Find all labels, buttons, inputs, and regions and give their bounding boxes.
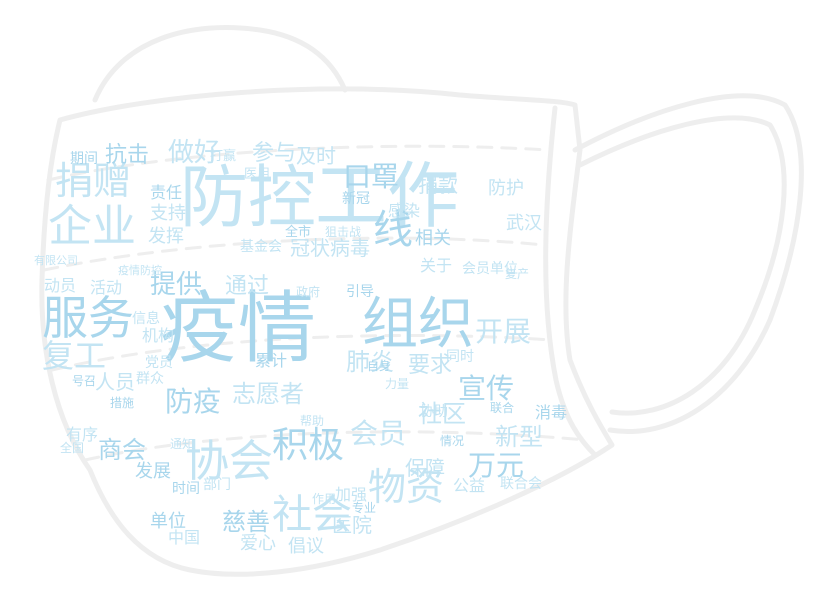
word: 宣传: [458, 372, 515, 405]
word: 作用: [312, 492, 337, 506]
word: 联合会: [500, 476, 542, 492]
word: 有序: [66, 425, 99, 444]
word: 复产: [505, 267, 530, 281]
word: 会员单位: [462, 261, 518, 277]
word: 复工: [42, 337, 107, 375]
word: 捐款: [418, 173, 458, 197]
word: 开展: [475, 315, 532, 348]
word: 帮助: [300, 414, 325, 428]
word: 防疫: [165, 385, 222, 418]
word: 肺炎: [346, 348, 394, 376]
word: 引导: [346, 284, 374, 300]
word: 政府: [296, 285, 321, 299]
word: 参与: [252, 141, 297, 166]
word: 打赢: [210, 149, 237, 164]
word: 狙击战: [325, 225, 362, 239]
word: 协助: [420, 404, 448, 420]
word: 信息: [132, 311, 160, 327]
word: 积极: [272, 425, 345, 466]
word: 组织: [362, 292, 474, 357]
word: 措施: [110, 396, 135, 410]
word: 工作: [315, 154, 460, 238]
word: 新型: [495, 423, 543, 451]
word: 捐赠: [55, 159, 132, 203]
word: 党员: [145, 355, 173, 371]
word: 万元: [468, 449, 525, 482]
word: 全国: [60, 441, 85, 455]
word: 感染: [388, 201, 421, 220]
word: 线: [373, 207, 413, 253]
word: 联合: [490, 401, 515, 415]
word: 自身: [367, 359, 392, 373]
word: 支持: [150, 203, 186, 224]
word: 发展: [135, 461, 171, 482]
word: 社区: [418, 400, 466, 428]
word: 累计: [255, 351, 288, 370]
word: 医用: [244, 167, 271, 182]
word: 新冠: [342, 191, 370, 207]
word: 做好: [168, 138, 221, 168]
word: 号召: [72, 374, 97, 388]
word: 全市: [285, 225, 312, 240]
word: 通知: [170, 437, 195, 451]
word: 动员: [44, 276, 77, 295]
word: 力量: [385, 377, 410, 391]
word: 及时: [296, 144, 336, 168]
word: 提供: [150, 270, 203, 300]
word: 防护: [488, 178, 524, 199]
word: 公益: [453, 476, 486, 495]
word: 活动: [90, 278, 123, 297]
word: 群众: [136, 371, 164, 387]
word: 相关: [415, 228, 451, 249]
word: 期间: [70, 151, 98, 167]
word: 疫情防控: [118, 264, 162, 277]
word: 中国: [168, 528, 201, 547]
word: 情况: [440, 434, 465, 448]
word: 会员: [350, 417, 407, 450]
word: 责任: [150, 183, 183, 202]
word: 医院: [332, 513, 372, 537]
word: 专业: [352, 501, 377, 515]
word: 物资: [368, 465, 445, 509]
word: 抗击: [105, 143, 150, 168]
word: 人员: [95, 370, 135, 394]
word: 同时: [446, 349, 474, 365]
word: 志愿者: [232, 380, 304, 408]
word: 倡议: [288, 536, 324, 557]
word: 消毒: [535, 403, 568, 422]
word: 企业: [48, 201, 136, 252]
word: 慈善: [222, 508, 270, 536]
word: 时间: [172, 481, 200, 497]
word: 社会: [272, 492, 352, 538]
word: 冠状病毒: [290, 236, 370, 260]
word: 服务: [42, 291, 134, 345]
word: 通过: [225, 274, 270, 299]
word: 保障: [405, 456, 445, 480]
word: 部门: [203, 477, 231, 493]
word: 加强: [335, 485, 368, 504]
word: 爱心: [240, 533, 276, 554]
word: 商会: [98, 436, 146, 464]
word: 有限公司: [34, 254, 78, 267]
word: 基金会: [240, 239, 282, 255]
word: 疫情: [160, 284, 317, 374]
word: 单位: [150, 511, 186, 532]
word: 口罩: [343, 160, 400, 193]
word: 发挥: [148, 226, 184, 247]
word: 关于: [420, 256, 453, 275]
word: 机构: [142, 326, 175, 345]
word: 要求: [408, 353, 453, 378]
word: 防控: [180, 159, 317, 238]
word: 协会: [185, 436, 273, 487]
word: 武汉: [506, 213, 542, 234]
